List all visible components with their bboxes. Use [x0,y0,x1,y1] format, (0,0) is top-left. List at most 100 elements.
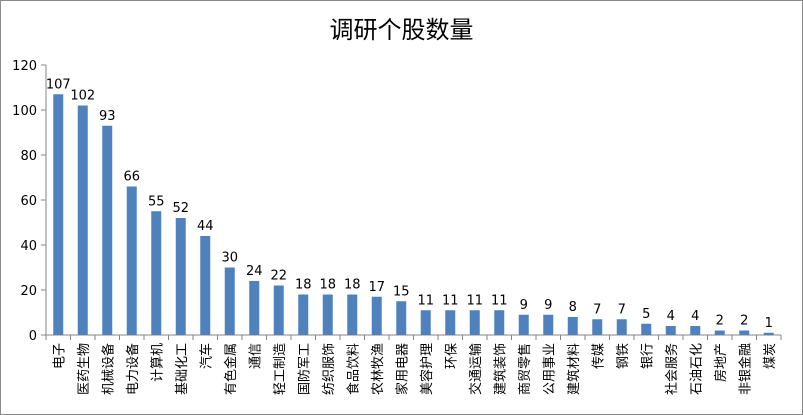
bar [641,323,652,335]
bar [102,125,113,335]
y-tick-label: 20 [20,284,37,299]
y-tick-label: 40 [20,239,37,254]
x-tick-label: 商贸零售 [517,343,533,395]
data-label: 52 [172,201,189,216]
data-label: 11 [491,293,508,308]
chart-title: 调研个股数量 [329,16,474,44]
data-label: 11 [442,293,459,308]
x-tick-label: 非银金融 [737,343,753,395]
data-label: 107 [46,77,71,92]
data-label: 2 [716,314,724,329]
data-label: 66 [123,170,140,185]
x-tick-label: 有色金属 [223,343,239,395]
x-tick-label: 轻工制造 [273,343,288,395]
bar [518,314,529,335]
x-tick-label: 通信 [248,343,263,369]
data-label: 11 [417,293,434,308]
bar [665,326,676,335]
bar [224,267,235,335]
x-tick-label: 农林牧渔 [371,343,386,395]
x-tick-label: 钢铁 [616,343,631,369]
bar [322,294,333,335]
data-label: 9 [544,298,552,313]
bars [53,94,774,335]
bar [616,319,627,335]
data-label: 7 [593,302,601,317]
bar [151,211,162,335]
data-label: 44 [197,219,214,234]
data-label: 1 [765,316,773,331]
data-label: 102 [70,89,95,104]
bar [445,310,456,335]
bar [543,314,554,335]
bar [298,294,309,335]
data-label: 15 [393,284,410,299]
data-label: 30 [221,251,238,266]
x-tick-label: 建筑装饰 [492,343,508,395]
data-label: 55 [148,194,165,209]
axes: 0 20 40 60 80 100 120 [12,59,782,344]
bar [175,218,186,335]
x-tick-label: 煤炭 [763,343,778,369]
data-label: 4 [691,309,699,324]
bar [371,296,382,335]
y-tick-label: 60 [20,194,37,209]
data-label: 2 [740,314,748,329]
bar [77,105,88,335]
x-tick-label: 交通运输 [468,343,484,395]
data-label: 18 [344,278,361,293]
bar [126,186,137,335]
data-label: 17 [368,280,385,295]
x-tick-label: 美容护理 [419,343,435,395]
y-tick-label: 100 [12,104,37,119]
x-tick-label: 环保 [444,343,459,369]
x-tick-label: 医药生物 [77,343,92,395]
x-tick-label: 石油石化 [689,343,704,395]
y-tick-label: 120 [12,59,37,74]
bar [739,330,750,335]
bar [714,330,725,335]
data-label: 9 [520,298,528,313]
data-label: 11 [466,293,483,308]
data-label: 22 [270,269,287,284]
x-tick-label: 银行 [640,343,655,369]
data-label: 8 [569,300,577,315]
x-tick-label: 房地产 [713,343,729,382]
x-tick-label: 传媒 [591,343,606,369]
data-label: 93 [99,109,116,124]
bar [690,326,701,335]
bar [53,94,64,335]
x-tick-labels: 电子 医药生物 机械设备 电力设备 计算机 基础化工 汽车 有色金属 通信 轻工制造 国防军工 纺织服… [52,343,778,395]
data-label: 5 [642,307,650,322]
x-tick-label: 纺织服饰 [322,343,337,395]
y-tick-label: 0 [29,329,37,344]
bar [396,301,407,335]
x-tick-label: 机械设备 [100,343,116,395]
x-tick-label: 基础化工 [175,343,190,395]
bar [592,319,603,335]
x-tick-label: 食品饮料 [345,343,361,395]
bar [249,281,260,335]
x-tick-label: 公用事业 [542,343,557,395]
bar [347,294,358,335]
bar [469,310,480,335]
data-label: 18 [319,278,336,293]
x-tick-label: 国防军工 [296,343,312,395]
data-label: 7 [618,302,626,317]
x-tick-label: 电子 [52,343,67,369]
bar [763,332,774,335]
x-tick-label: 汽车 [198,343,214,369]
x-tick-label: 建筑材料 [566,343,582,395]
bar [420,310,431,335]
data-label: 4 [667,309,675,324]
bar [273,285,284,335]
bar [200,236,211,335]
data-label: 18 [295,278,312,293]
x-tick-label: 电力设备 [125,343,141,395]
x-tick-label: 家用电器 [394,343,410,395]
y-tick-label: 80 [20,149,37,164]
x-tick-label: 计算机 [150,343,165,382]
data-label: 24 [246,264,263,279]
